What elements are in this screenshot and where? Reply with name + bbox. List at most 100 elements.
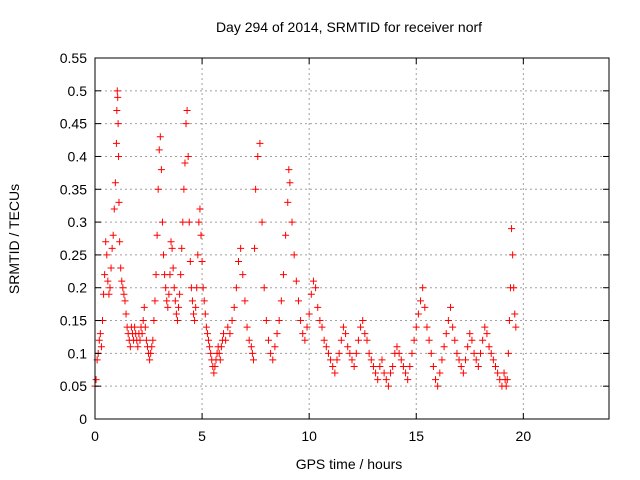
data-point: [282, 231, 290, 239]
data-point: [194, 251, 202, 259]
data-point: [402, 369, 410, 377]
data-point: [110, 205, 118, 213]
data-point: [503, 376, 511, 384]
data-point: [474, 362, 482, 370]
data-point: [449, 323, 457, 331]
data-point: [141, 323, 149, 331]
data-point: [92, 376, 100, 384]
data-point: [378, 356, 386, 364]
data-point: [193, 284, 201, 292]
data-point: [367, 356, 375, 364]
data-point: [112, 139, 120, 147]
data-point: [414, 310, 422, 318]
y-tick-label: 0.4: [68, 148, 88, 164]
data-point: [179, 218, 187, 226]
data-point: [389, 362, 397, 370]
data-point: [305, 310, 313, 318]
data-point: [97, 343, 105, 351]
data-point: [269, 356, 277, 364]
data-point: [494, 369, 502, 377]
data-point: [264, 336, 272, 344]
data-point: [277, 297, 285, 305]
data-point: [318, 323, 326, 331]
y-axis-label: SRMTID / TECUs: [6, 184, 22, 294]
data-point: [157, 166, 165, 174]
data-point: [453, 349, 461, 357]
data-point: [307, 290, 315, 298]
data-point: [122, 310, 130, 318]
data-point: [115, 198, 123, 206]
data-point: [111, 179, 119, 187]
data-point: [354, 336, 362, 344]
x-tick-label: 10: [301, 428, 317, 444]
data-point: [200, 297, 208, 305]
data-point: [427, 349, 435, 357]
data-point: [262, 317, 270, 325]
data-point: [397, 356, 405, 364]
data-point: [114, 120, 122, 128]
data-point: [180, 185, 188, 193]
data-point: [320, 336, 328, 344]
data-point: [432, 376, 440, 384]
data-point: [438, 356, 446, 364]
data-point: [224, 323, 232, 331]
x-tick-label: 0: [91, 428, 99, 444]
data-point: [348, 356, 356, 364]
data-point: [249, 356, 257, 364]
tick-layer: 0 0.05 0.1 0.15 0.2 0.25 0.3 0.35 0.4 0.45 0.5 0.55…: [60, 50, 609, 444]
data-point: [335, 349, 343, 357]
data-point: [119, 284, 127, 292]
data-point: [241, 297, 249, 305]
data-point: [134, 343, 142, 351]
data-point: [279, 271, 287, 279]
points-layer: [91, 87, 520, 390]
data-point: [217, 343, 225, 351]
data-point: [297, 317, 305, 325]
data-point: [464, 343, 472, 351]
data-point: [254, 152, 262, 160]
data-point: [184, 152, 192, 160]
data-point: [410, 336, 418, 344]
data-point: [470, 349, 478, 357]
x-tick-label: 5: [198, 428, 206, 444]
data-point: [140, 303, 148, 311]
data-point: [172, 310, 180, 318]
data-point: [116, 238, 124, 246]
data-point: [393, 343, 401, 351]
data-point: [202, 323, 210, 331]
data-point: [245, 336, 253, 344]
data-point: [468, 336, 476, 344]
y-tick-label: 0.25: [60, 247, 87, 263]
data-point: [96, 330, 104, 338]
data-point: [105, 290, 113, 298]
data-point: [192, 303, 200, 311]
data-point: [466, 330, 474, 338]
data-point: [152, 271, 160, 279]
data-point: [451, 336, 459, 344]
grid-layer: [95, 58, 609, 419]
y-tick-label: 0.35: [60, 181, 87, 197]
data-point: [117, 264, 125, 272]
data-point: [408, 349, 416, 357]
data-point: [113, 107, 121, 115]
y-tick-label: 0.3: [68, 214, 88, 230]
data-point: [271, 343, 279, 351]
data-point: [267, 349, 275, 357]
data-point: [186, 257, 194, 265]
x-tick-label: 15: [408, 428, 424, 444]
data-point: [436, 369, 444, 377]
data-point: [167, 238, 175, 246]
data-point: [150, 317, 158, 325]
data-point: [457, 362, 465, 370]
data-point: [316, 317, 324, 325]
data-point: [472, 356, 480, 364]
data-point: [185, 218, 193, 226]
data-point: [149, 336, 157, 344]
data-point: [387, 369, 395, 377]
data-point: [198, 257, 206, 265]
data-point: [248, 349, 256, 357]
data-point: [163, 297, 171, 305]
data-point: [131, 323, 139, 331]
data-point: [510, 284, 518, 292]
data-point: [339, 323, 347, 331]
